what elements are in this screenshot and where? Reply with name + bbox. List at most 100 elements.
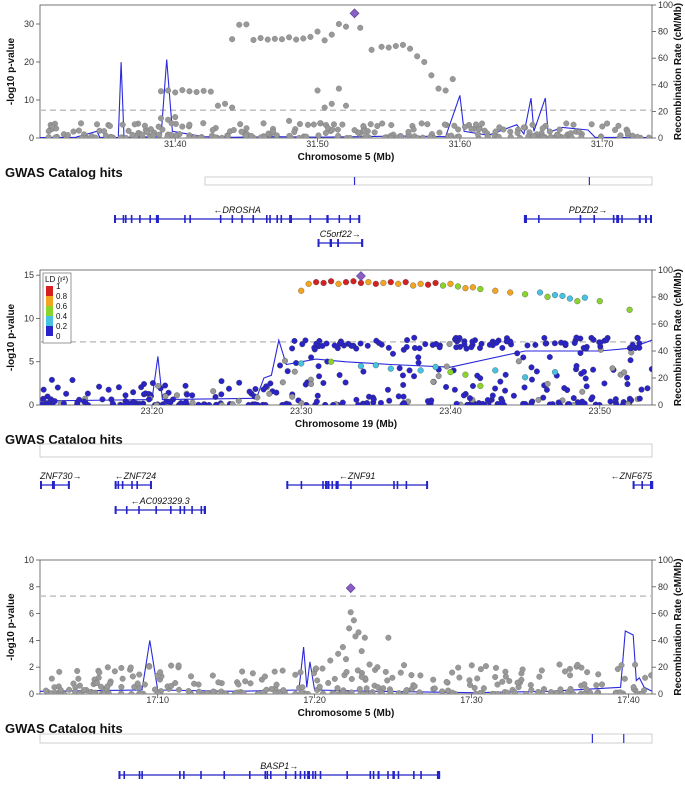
gene-exon: [632, 481, 635, 489]
snp-point: [624, 381, 631, 388]
snp-point: [503, 338, 510, 345]
gene-exon: [285, 771, 287, 779]
snp-point: [384, 386, 391, 393]
snp-point: [562, 340, 569, 347]
gene-exon: [387, 771, 389, 779]
snp-point: [462, 371, 469, 378]
x-tick-label: 23.20: [141, 406, 164, 416]
snp-point: [313, 279, 320, 286]
snp-point: [305, 280, 312, 287]
gene-exon: [336, 481, 339, 489]
snp-point: [240, 690, 247, 694]
snp-point: [327, 657, 334, 664]
snp-point: [593, 682, 600, 689]
snp-point: [342, 279, 350, 286]
snp-point: [307, 33, 314, 40]
snp-point: [460, 392, 467, 399]
y2-axis-title: Recombination Rate (cM/Mb): [673, 3, 684, 140]
snp-point: [299, 684, 306, 691]
ld-legend-swatch: [46, 296, 53, 306]
x-axis-title: Chromosome 19 (Mb): [295, 419, 397, 430]
snp-point: [570, 690, 577, 694]
snp-point: [52, 134, 59, 138]
gwas-catalog-track: [204, 176, 653, 186]
snp-point: [236, 21, 243, 28]
ld-legend-swatch: [46, 306, 53, 316]
gwas-catalog-title: GWAS Catalog hits: [5, 721, 123, 736]
snp-point: [514, 350, 521, 357]
snp-point: [618, 662, 625, 669]
snp-point: [250, 36, 257, 43]
gene-track-1: ←ZNF724: [114, 471, 156, 489]
y-tick-label: 10: [24, 95, 34, 105]
snp-point: [328, 31, 335, 38]
snp-point: [566, 665, 573, 672]
snp-point: [183, 391, 190, 398]
snp-point: [520, 124, 527, 131]
gene-exon: [136, 481, 138, 489]
snp-point: [339, 121, 346, 128]
snp-point: [449, 669, 456, 676]
snp-point: [516, 134, 523, 138]
snp-point: [449, 76, 456, 83]
snp-point: [462, 285, 469, 292]
gene-exon: [170, 506, 172, 514]
snp-point: [313, 665, 320, 672]
snp-point: [271, 668, 278, 675]
gene-label: ZNF730→: [39, 471, 82, 481]
snp-point: [414, 53, 421, 60]
x-tick-label: 31.50: [306, 139, 329, 149]
gene-exon: [358, 215, 361, 223]
gene-exon: [286, 481, 289, 489]
snp-point: [353, 396, 360, 403]
snp-point: [402, 279, 409, 286]
x-tick-label: 23.40: [439, 406, 462, 416]
snp-point: [335, 650, 342, 657]
snp-point: [321, 37, 328, 44]
snp-point: [224, 133, 231, 138]
snp-point: [570, 395, 577, 402]
snp-point: [524, 342, 531, 349]
snp-point: [479, 400, 486, 405]
snp-point: [484, 133, 491, 138]
gene-exon: [118, 771, 121, 779]
snp-point: [352, 633, 359, 640]
snp-point: [131, 121, 138, 128]
snp-point: [477, 666, 484, 673]
snp-point: [172, 680, 179, 687]
snp-point: [464, 401, 471, 405]
gwas-catalog-track: [39, 733, 653, 744]
snp-point: [415, 359, 422, 366]
snp-point: [543, 386, 550, 393]
gene-exon: [294, 771, 297, 779]
snp-point: [200, 87, 207, 94]
snp-point: [511, 689, 518, 694]
snp-point: [590, 336, 597, 343]
snp-point: [387, 279, 394, 286]
snp-point: [98, 683, 105, 690]
snp-point: [238, 128, 245, 135]
gene-exon: [183, 506, 186, 514]
gene-exon: [393, 481, 395, 489]
snp-point: [235, 397, 242, 404]
snp-point: [435, 85, 442, 92]
gene-exon: [525, 215, 528, 223]
y2-tick-label: 80: [658, 292, 668, 302]
snp-point: [417, 367, 424, 374]
snp-point: [504, 689, 511, 694]
snp-point: [80, 687, 87, 694]
ld-legend-title: LD (r²): [45, 275, 68, 284]
snp-point: [284, 368, 291, 375]
snp-point: [609, 365, 616, 372]
snp-point: [335, 21, 342, 28]
snp-point: [48, 690, 55, 694]
snp-point: [44, 393, 51, 400]
snp-point: [54, 384, 61, 391]
snp-point: [351, 127, 358, 134]
gene-exon: [308, 771, 311, 779]
gene-exon: [579, 215, 582, 223]
snp-point: [342, 379, 349, 386]
snp-point: [573, 362, 580, 369]
snp-point: [157, 115, 164, 122]
